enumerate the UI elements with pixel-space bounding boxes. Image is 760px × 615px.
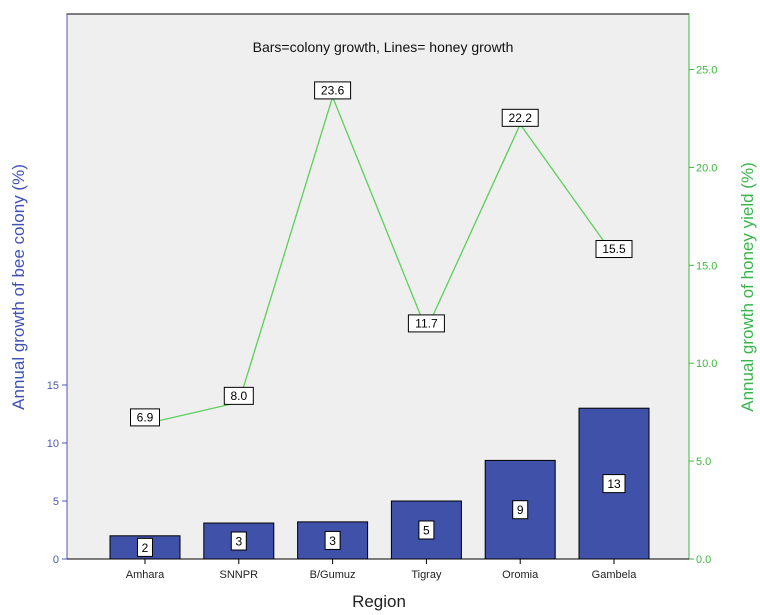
line-data-label: 15.5 bbox=[602, 242, 626, 256]
bar-data-label: 3 bbox=[235, 535, 242, 549]
x-tick-label: Amhara bbox=[126, 569, 165, 581]
chart-annotation: Bars=colony growth, Lines= honey growth bbox=[253, 39, 514, 55]
line-data-label-box bbox=[407, 314, 445, 333]
line-data-label-box bbox=[595, 240, 633, 259]
bar-data-label: 13 bbox=[607, 477, 621, 491]
bar-data-label: 3 bbox=[329, 534, 336, 548]
bar-data-label-box bbox=[512, 500, 529, 520]
line-data-label: 23.6 bbox=[321, 83, 345, 97]
line-series: 6.9 8.0 23.6 11.7 22.2 15.5 bbox=[130, 81, 633, 427]
y-tick-label-left: 10 bbox=[47, 438, 59, 450]
bar-data-label-box bbox=[418, 520, 435, 540]
bar-data-label: 2 bbox=[142, 541, 149, 555]
line-data-label-box bbox=[130, 408, 160, 427]
bar-data-label-box bbox=[230, 531, 247, 551]
line-data-label: 22.2 bbox=[509, 111, 533, 125]
line-data-label: 6.9 bbox=[137, 410, 154, 424]
bar-data-label-box bbox=[602, 474, 626, 494]
y-tick-label-left: 15 bbox=[47, 380, 59, 392]
y-axis-left-label: Annual growth of bee colony (%) bbox=[9, 164, 28, 410]
x-tick-label: B/Gumuz bbox=[310, 569, 356, 581]
y-tick-label-right: 25.0 bbox=[696, 65, 717, 77]
line-data-label: 8.0 bbox=[230, 389, 247, 403]
x-axis-label: Region bbox=[352, 592, 406, 611]
line-data-label-box bbox=[501, 108, 539, 127]
y-axis-right-label: Annual growth of honey yield (%) bbox=[738, 162, 757, 411]
bar-data-label: 9 bbox=[517, 503, 524, 517]
axes: 0 5 10 15 0.0 5.0 10.0 15.0 20.0 25.0 Amhara SNNPR B… bbox=[47, 14, 717, 581]
honey-growth-line bbox=[144, 94, 615, 425]
y-tick-label-right: 10.0 bbox=[696, 358, 717, 370]
y-tick-label-right: 0.0 bbox=[696, 554, 711, 566]
line-data-label-box bbox=[314, 81, 352, 100]
y-tick-label-right: 20.0 bbox=[696, 162, 717, 174]
x-tick-label: SNNPR bbox=[220, 569, 259, 581]
y-tick-label-right: 15.0 bbox=[696, 260, 717, 272]
line-data-label-box bbox=[223, 386, 254, 405]
bar-data-label: 5 bbox=[423, 524, 430, 538]
line-data-label: 11.7 bbox=[415, 316, 438, 330]
x-tick-label: Tigray bbox=[411, 569, 442, 581]
bar-series: 2 3 3 5 9 13 bbox=[109, 407, 650, 560]
y-tick-label-left: 0 bbox=[53, 554, 59, 566]
y-tick-label-left: 5 bbox=[53, 496, 59, 508]
x-tick-label: Oromia bbox=[502, 569, 539, 581]
x-tick-label: Gambela bbox=[592, 569, 638, 581]
bar-data-label-box bbox=[137, 537, 153, 557]
bar-data-label-box bbox=[324, 530, 341, 550]
y-tick-label-right: 5.0 bbox=[696, 456, 711, 468]
